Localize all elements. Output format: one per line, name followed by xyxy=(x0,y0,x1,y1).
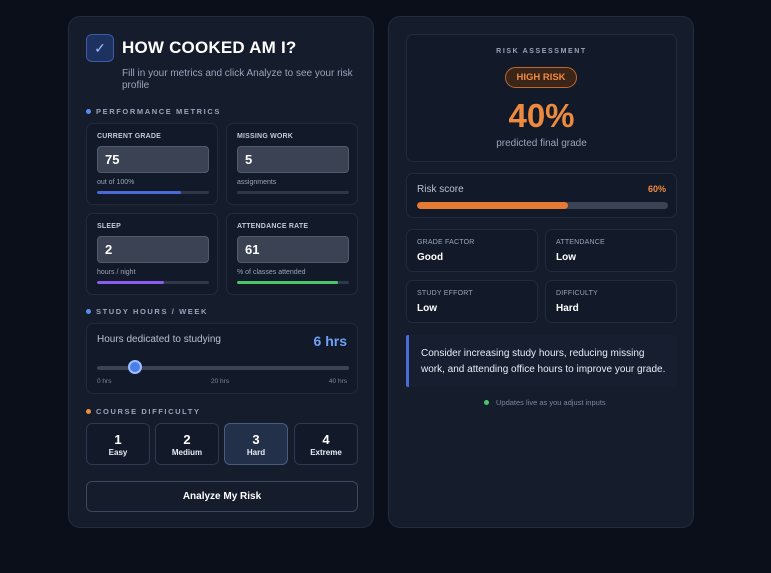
sleep-input[interactable] xyxy=(97,236,209,263)
metric-note: % of classes attended xyxy=(237,269,306,276)
factor-card-difficulty: DIFFICULTY Hard xyxy=(545,280,677,323)
difficulty-name: Extreme xyxy=(310,448,342,457)
progress-bar xyxy=(97,191,209,194)
results-panel: RISK ASSESSMENT HIGH RISK 40% predicted … xyxy=(388,16,694,528)
difficulty-name: Easy xyxy=(108,448,128,457)
metric-note: hours / night xyxy=(97,269,136,276)
metric-note: assignments xyxy=(237,179,277,186)
live-update-text: Updates live as you adjust inputs xyxy=(496,398,606,407)
section-header-difficulty: COURSE DIFFICULTY xyxy=(86,407,201,416)
factor-value: Low xyxy=(556,252,576,263)
factor-card-attendance: ATTENDANCE Low xyxy=(545,229,677,272)
slider-tick-max: 40 hrs xyxy=(328,378,347,385)
section-header-study: STUDY HOURS / WEEK xyxy=(86,307,208,316)
metric-label: ATTENDANCE RATE xyxy=(237,223,309,230)
section-dot-icon xyxy=(86,109,91,114)
factor-value: Good xyxy=(417,252,444,263)
risk-score-value: 60% xyxy=(647,184,666,194)
progress-fill xyxy=(97,191,181,194)
attendance-input[interactable] xyxy=(237,236,349,263)
factor-label: ATTENDANCE xyxy=(556,239,605,246)
difficulty-option-medium[interactable]: 2 Medium xyxy=(155,423,219,465)
check-icon: ✓ xyxy=(86,34,114,62)
metric-card-attendance: ATTENDANCE RATE % of classes attended xyxy=(226,213,358,295)
slider-tick-mid: 20 hrs xyxy=(211,378,230,385)
slider-tick-min: 0 hrs xyxy=(97,378,112,385)
section-dot-icon xyxy=(86,409,91,414)
section-dot-icon xyxy=(86,309,91,314)
risk-heading: RISK ASSESSMENT xyxy=(496,48,587,55)
difficulty-option-hard[interactable]: 3 Hard xyxy=(224,423,288,465)
page-title: HOW COOKED AM I? xyxy=(122,38,297,57)
risk-assessment-card: RISK ASSESSMENT HIGH RISK 40% predicted … xyxy=(406,34,677,162)
risk-score-label: Risk score xyxy=(417,184,464,195)
factor-label: STUDY EFFORT xyxy=(417,290,473,297)
analyze-button[interactable]: Analyze My Risk xyxy=(86,481,358,512)
input-panel: ✓ HOW COOKED AM I? Fill in your metrics … xyxy=(68,16,374,528)
metric-label: SLEEP xyxy=(97,223,121,230)
live-update-indicator: Updates live as you adjust inputs xyxy=(484,398,606,407)
progress-bar xyxy=(237,281,349,284)
difficulty-name: Hard xyxy=(246,448,266,457)
factor-card-study-effort: STUDY EFFORT Low xyxy=(406,280,538,323)
difficulty-number: 1 xyxy=(114,432,122,447)
metric-note: out of 100% xyxy=(97,179,135,186)
metric-card-missing-work: MISSING WORK assignments xyxy=(226,123,358,205)
advice-box: Consider increasing study hours, reducin… xyxy=(406,335,677,387)
study-hours-slider[interactable] xyxy=(97,366,349,370)
metric-card-current-grade: CURRENT GRADE out of 100% xyxy=(86,123,218,205)
difficulty-number: 2 xyxy=(183,432,191,447)
progress-bar xyxy=(97,281,209,284)
risk-badge: HIGH RISK xyxy=(505,67,577,88)
progress-fill xyxy=(97,281,165,284)
missing-work-input[interactable] xyxy=(237,146,349,173)
factor-label: GRADE FACTOR xyxy=(417,239,475,246)
metric-label: MISSING WORK xyxy=(237,133,294,140)
difficulty-number: 3 xyxy=(252,432,260,447)
current-grade-input[interactable] xyxy=(97,146,209,173)
progress-bar xyxy=(237,191,349,194)
risk-score-bar xyxy=(417,202,668,209)
predicted-grade-caption: predicted final grade xyxy=(496,138,587,149)
difficulty-option-extreme[interactable]: 4 Extreme xyxy=(294,423,358,465)
advice-text: Consider increasing study hours, reducin… xyxy=(421,348,666,375)
study-hours-card: Hours dedicated to studying 6 hrs 0 hrs … xyxy=(86,323,358,394)
section-header-metrics: PERFORMANCE METRICS xyxy=(86,107,221,116)
factor-value: Hard xyxy=(556,303,579,314)
study-hours-label: Hours dedicated to studying xyxy=(97,334,221,345)
progress-fill xyxy=(237,281,338,284)
difficulty-number: 4 xyxy=(322,432,330,447)
risk-score-fill xyxy=(417,202,568,209)
risk-score-card: Risk score 60% xyxy=(406,173,677,218)
page-subtitle: Fill in your metrics and click Analyze t… xyxy=(122,68,353,91)
metric-label: CURRENT GRADE xyxy=(97,133,162,140)
slider-thumb[interactable] xyxy=(127,360,142,374)
factor-card-grade: GRADE FACTOR Good xyxy=(406,229,538,272)
difficulty-name: Medium xyxy=(171,448,203,457)
factor-label: DIFFICULTY xyxy=(556,290,598,297)
live-status-dot-icon xyxy=(484,400,489,405)
factor-value: Low xyxy=(417,303,437,314)
metric-card-sleep: SLEEP hours / night xyxy=(86,213,218,295)
predicted-grade-value: 40% xyxy=(508,97,575,134)
study-hours-value: 6 hrs xyxy=(313,333,347,349)
difficulty-option-easy[interactable]: 1 Easy xyxy=(86,423,150,465)
